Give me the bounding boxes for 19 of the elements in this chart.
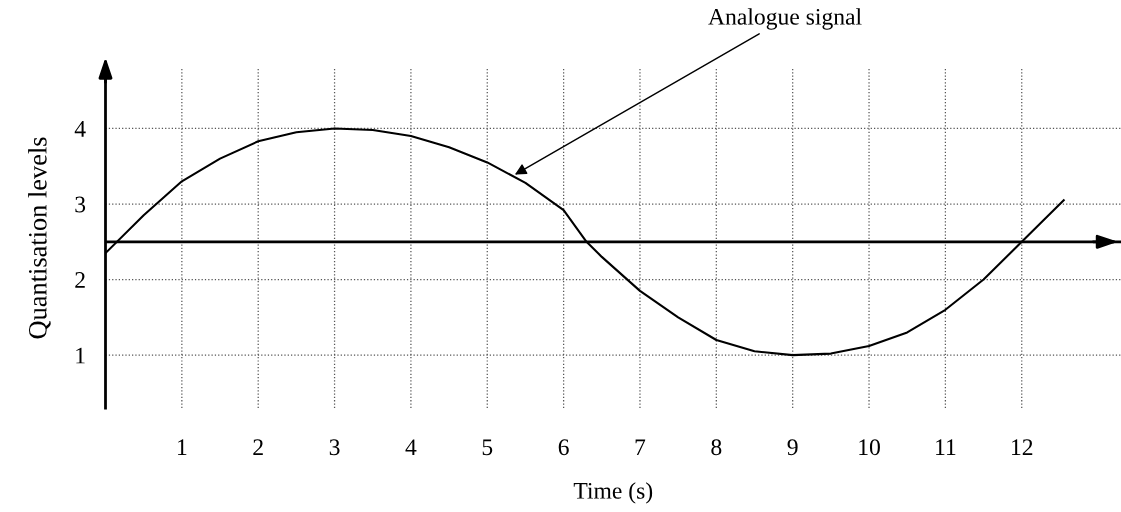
x-tick-label: 9: [787, 439, 798, 456]
annotation: Analogue signal: [708, 8, 862, 30]
x-tick-label: 11: [936, 439, 956, 455]
x-tick-label: 4: [405, 439, 417, 455]
y-tick-label: 2: [75, 272, 85, 288]
x-tick-label: 2: [253, 439, 263, 455]
x-tick-label: 6: [558, 439, 569, 456]
x-tick-label: 1: [178, 439, 187, 455]
x-tick-label: 10: [859, 439, 880, 456]
x-axis-title: Time (s): [573, 482, 653, 504]
y-tick-label: 4: [74, 121, 86, 137]
x-tick-label: 8: [711, 439, 722, 456]
x-tick-label: 5: [482, 439, 493, 456]
y-tick-label: 1: [76, 347, 85, 364]
x-tick-label: 7: [635, 439, 646, 455]
y-tick-label: 3: [75, 196, 86, 213]
y-axis-title: Quantisation levels: [28, 137, 51, 339]
x-tick-label: 12: [1012, 439, 1033, 455]
x-tick-label: 3: [329, 439, 340, 456]
